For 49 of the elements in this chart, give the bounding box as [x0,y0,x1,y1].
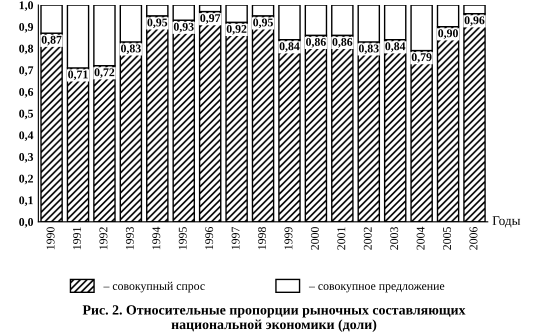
x-tick-label: 2005 [443,227,452,250]
x-tick-label: 2002 [364,227,372,250]
data-label: 0,79 [412,53,432,63]
x-tick-label: 1994 [152,226,160,250]
x-tick-label: 2001 [337,227,346,250]
text: Рис. 2. Относительные пропорции рыночных составляющих национальной экономики (доли) [82,305,466,332]
y-tick-label: 0,8 [19,44,34,54]
legend-label: – совокупное предложение [308,284,444,292]
data-label: 0,97 [200,14,220,24]
x-tick-label: 1996 [205,226,214,250]
x-tick-label: 1999 [284,227,292,250]
data-label: 0,87 [42,36,62,46]
y-tick-label: 0,6 [19,88,34,98]
data-label: 0,72 [94,68,114,78]
x-tick-label: 1991 [73,227,81,250]
data-label: 0,86 [306,38,326,48]
y-tick-label: 0,2 [19,174,33,184]
y-tick-label: 0,3 [19,152,34,163]
y-tick-label: 0,5 [19,110,34,120]
data-label: 0,95 [147,18,168,28]
data-label: 0,83 [120,44,141,54]
y-tick-label: 0,4 [19,131,34,141]
x-tick-label: 1995 [178,227,187,250]
data-label: 0,95 [253,18,273,28]
x-tick-label: 2000 [310,227,319,250]
x-tick-label: 1998 [258,227,266,250]
x-tick-label: 1993 [126,227,134,250]
legend-label: – совокупный спрос [103,282,205,292]
data-label: 0,90 [438,29,458,39]
x-axis-title: Годы [492,216,520,228]
x-tick-label: 1992 [99,227,108,250]
data-label: 0,71 [68,70,88,80]
x-tick-label: 1997 [232,226,240,250]
data-label: 0,92 [226,24,246,35]
data-label: 0,84 [385,42,406,52]
y-tick-label: 0,7 [19,66,34,76]
data-label: 0,84 [280,42,300,52]
y-tick-label: 0,0 [19,218,34,228]
data-label: 0,83 [358,44,379,54]
y-tick-label: 0,9 [19,22,34,33]
data-label: 0,93 [174,22,194,32]
y-tick-label: 0,1 [19,196,33,206]
data-label: 0,96 [464,16,484,26]
x-tick-label: 1990 [46,227,55,250]
x-tick-label: 2006 [469,226,478,250]
data-label: 0,86 [332,38,352,48]
x-tick-label: 2003 [390,227,398,250]
x-tick-label: 2004 [416,226,425,250]
y-tick-label: 1,0 [20,1,34,11]
